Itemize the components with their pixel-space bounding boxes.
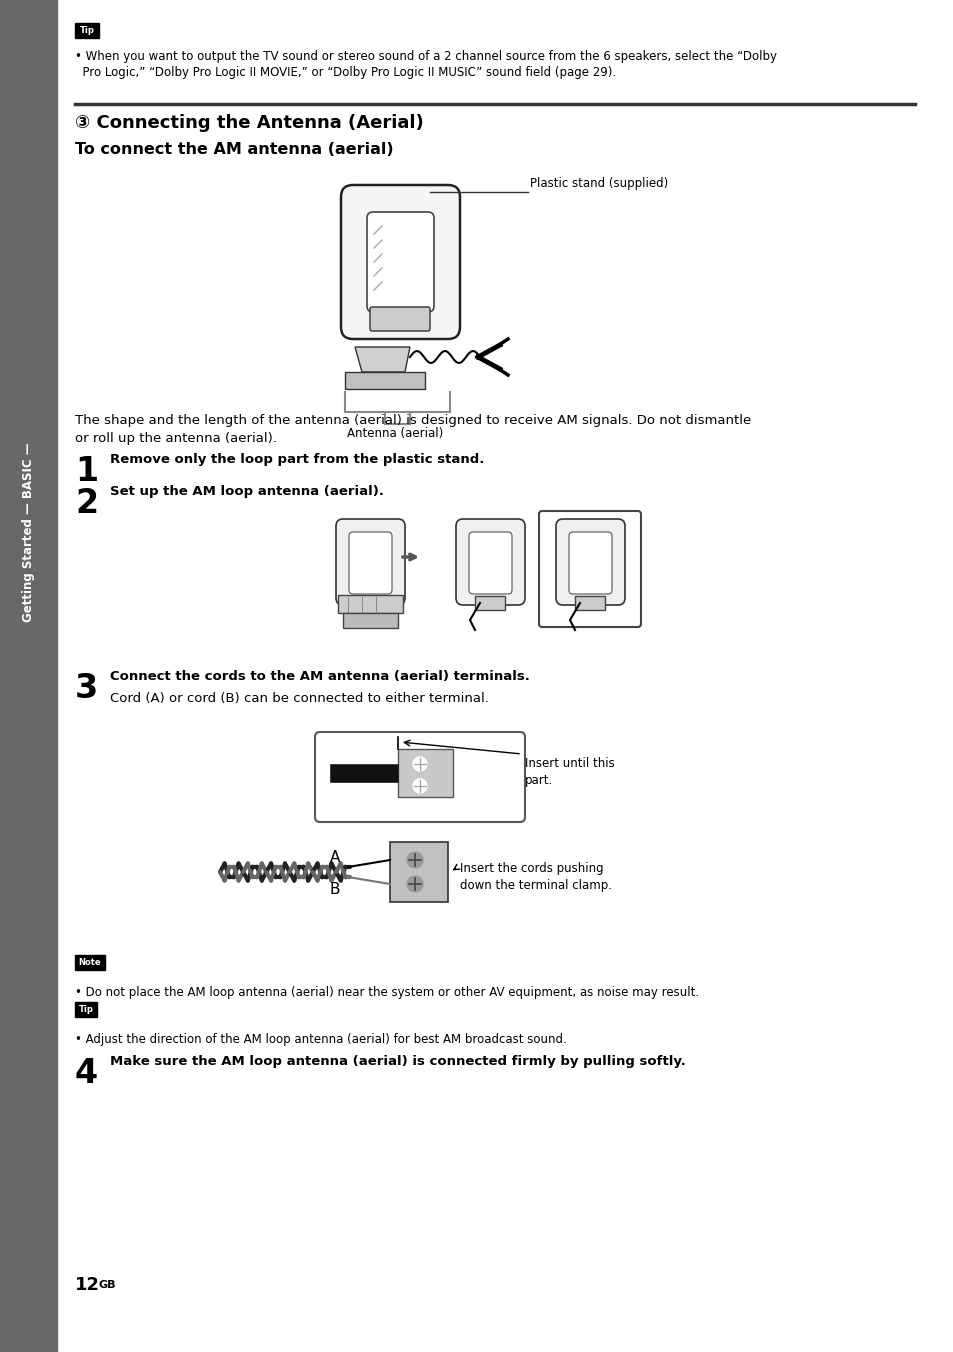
Circle shape (413, 779, 427, 794)
Text: Insert until this: Insert until this (524, 757, 614, 771)
Text: ③ Connecting the Antenna (Aerial): ③ Connecting the Antenna (Aerial) (75, 114, 423, 132)
Text: Connect the cords to the AM antenna (aerial) terminals.: Connect the cords to the AM antenna (aer… (110, 671, 529, 683)
Bar (0, 0, 57, 1352)
FancyBboxPatch shape (314, 731, 524, 822)
FancyBboxPatch shape (335, 519, 405, 604)
Circle shape (413, 757, 427, 771)
Text: Note: Note (78, 959, 101, 967)
Text: Tip: Tip (79, 26, 94, 35)
Bar (345, 372, 424, 389)
Text: • Do not place the AM loop antenna (aerial) near the system or other AV equipmen: • Do not place the AM loop antenna (aeri… (75, 986, 699, 999)
Text: B: B (330, 883, 340, 898)
Bar (397, 749, 453, 796)
Text: part.: part. (524, 773, 553, 787)
Text: GB: GB (99, 1280, 116, 1290)
Text: 4: 4 (75, 1057, 98, 1090)
FancyBboxPatch shape (456, 519, 524, 604)
FancyBboxPatch shape (538, 511, 640, 627)
Bar (75, 1002, 97, 1017)
FancyBboxPatch shape (349, 531, 392, 594)
Text: 2: 2 (75, 487, 98, 521)
Circle shape (407, 876, 422, 892)
FancyBboxPatch shape (340, 185, 459, 339)
Text: down the terminal clamp.: down the terminal clamp. (459, 879, 612, 892)
Text: • Adjust the direction of the AM loop antenna (aerial) for best AM broadcast sou: • Adjust the direction of the AM loop an… (75, 1033, 566, 1046)
Text: Cord (A) or cord (B) can be connected to either terminal.: Cord (A) or cord (B) can be connected to… (110, 692, 488, 704)
Text: • When you want to output the TV sound or stereo sound of a 2 channel source fro: • When you want to output the TV sound o… (75, 50, 776, 64)
Text: Antenna (aerial): Antenna (aerial) (347, 427, 442, 439)
Bar (75, 23, 99, 38)
Text: Insert the cords pushing: Insert the cords pushing (459, 863, 603, 875)
Text: or roll up the antenna (aerial).: or roll up the antenna (aerial). (75, 433, 276, 445)
Bar (475, 596, 504, 610)
FancyBboxPatch shape (568, 531, 612, 594)
FancyBboxPatch shape (367, 212, 434, 312)
Text: Tip: Tip (78, 1005, 93, 1014)
FancyBboxPatch shape (556, 519, 624, 604)
Text: To connect the AM antenna (aerial): To connect the AM antenna (aerial) (75, 142, 394, 157)
Text: A: A (330, 849, 340, 864)
Circle shape (407, 852, 422, 868)
Text: The shape and the length of the antenna (aerial) is designed to receive AM signa: The shape and the length of the antenna … (75, 414, 750, 427)
Text: Remove only the loop part from the plastic stand.: Remove only the loop part from the plast… (110, 453, 484, 466)
FancyBboxPatch shape (469, 531, 512, 594)
Text: 1: 1 (75, 456, 98, 488)
Bar (75, 955, 105, 969)
Bar (330, 764, 397, 781)
Text: 12: 12 (75, 1276, 100, 1294)
Polygon shape (355, 347, 410, 372)
Bar (337, 595, 402, 612)
Text: Make sure the AM loop antenna (aerial) is connected firmly by pulling softly.: Make sure the AM loop antenna (aerial) i… (110, 1055, 685, 1068)
Bar (343, 612, 397, 627)
Bar (390, 842, 448, 902)
Bar (575, 596, 604, 610)
Text: 3: 3 (75, 672, 98, 704)
Text: Pro Logic,” “Dolby Pro Logic II MOVIE,” or “Dolby Pro Logic II MUSIC” sound fiel: Pro Logic,” “Dolby Pro Logic II MOVIE,” … (75, 66, 616, 78)
Text: Plastic stand (supplied): Plastic stand (supplied) (530, 177, 667, 191)
Text: Set up the AM loop antenna (aerial).: Set up the AM loop antenna (aerial). (110, 485, 384, 498)
FancyBboxPatch shape (370, 307, 430, 331)
Text: Getting Started — BASIC —: Getting Started — BASIC — (22, 442, 35, 622)
